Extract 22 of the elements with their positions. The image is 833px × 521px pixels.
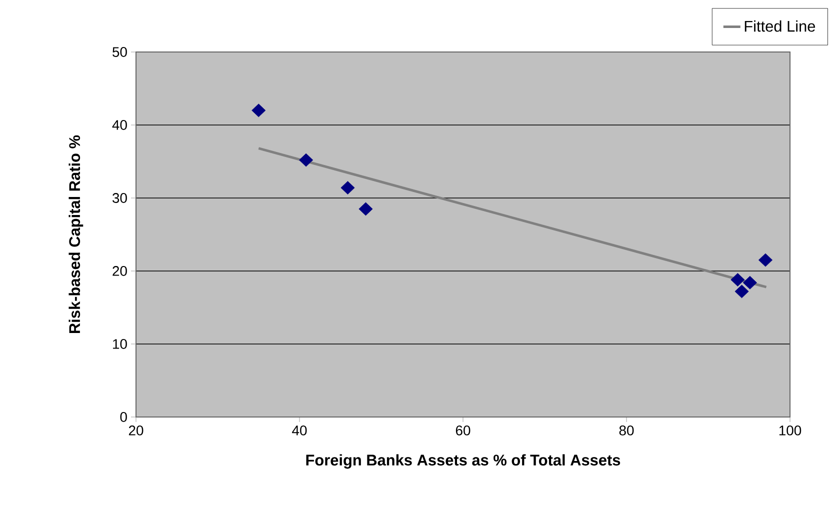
y-tick-label: 10 xyxy=(113,339,127,349)
point xyxy=(299,153,314,167)
point xyxy=(340,181,355,194)
y-tick-label: 40 xyxy=(112,120,127,130)
y-tick-label: 30 xyxy=(112,193,127,203)
y-tick-label: 20 xyxy=(112,266,127,276)
x-axis-title: Foreign Banks Assets as % of Total Assets xyxy=(306,454,620,469)
point xyxy=(742,276,757,290)
point xyxy=(252,104,266,118)
legend-label: Fitted Line xyxy=(744,20,816,32)
point xyxy=(358,202,373,216)
x-tick-label: 20 xyxy=(128,426,144,436)
point xyxy=(758,253,772,267)
y-axis-title: Risk-based Capital Ratio % xyxy=(68,135,84,334)
x-tick-label: 60 xyxy=(456,426,470,436)
x-tick-label: 100 xyxy=(779,426,802,436)
point xyxy=(730,273,745,286)
x-tick-label: 80 xyxy=(619,426,634,436)
x-tick-label: 40 xyxy=(292,426,307,436)
point xyxy=(734,284,749,298)
y-tick-label: 50 xyxy=(112,47,127,57)
y-tick-label: 0 xyxy=(120,412,127,422)
